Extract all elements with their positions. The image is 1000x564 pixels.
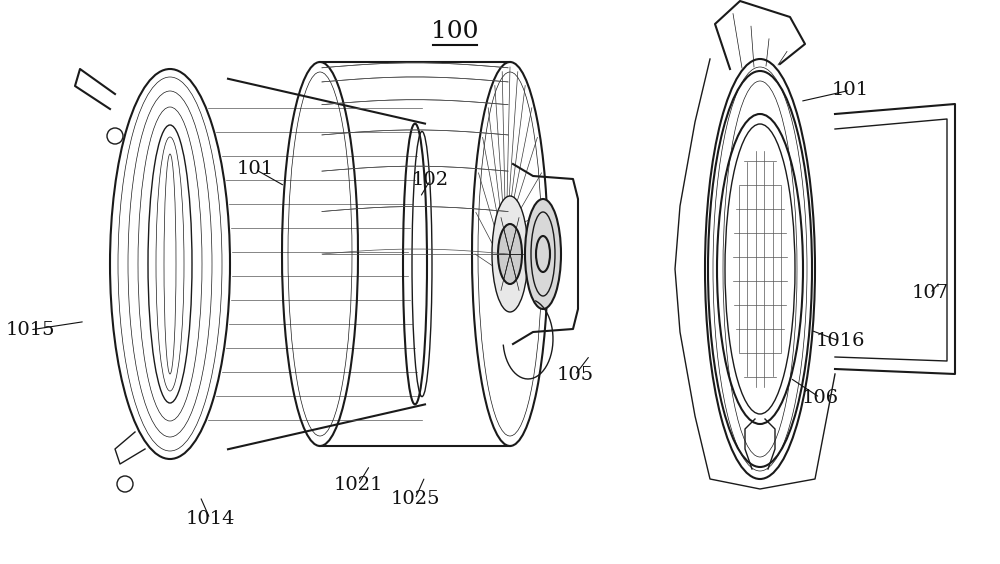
Ellipse shape xyxy=(498,224,522,284)
Text: 1014: 1014 xyxy=(185,510,235,528)
Text: 1025: 1025 xyxy=(390,490,440,508)
Text: 101: 101 xyxy=(831,81,869,99)
Text: 1015: 1015 xyxy=(5,321,55,339)
Text: 106: 106 xyxy=(801,389,839,407)
Ellipse shape xyxy=(525,199,561,309)
Text: 100: 100 xyxy=(431,20,479,42)
Text: 101: 101 xyxy=(236,160,274,178)
Ellipse shape xyxy=(492,196,528,312)
Text: 1016: 1016 xyxy=(815,332,865,350)
Text: 105: 105 xyxy=(556,366,594,384)
Text: 107: 107 xyxy=(911,284,949,302)
Text: 1021: 1021 xyxy=(333,476,383,494)
Text: 102: 102 xyxy=(411,171,449,190)
